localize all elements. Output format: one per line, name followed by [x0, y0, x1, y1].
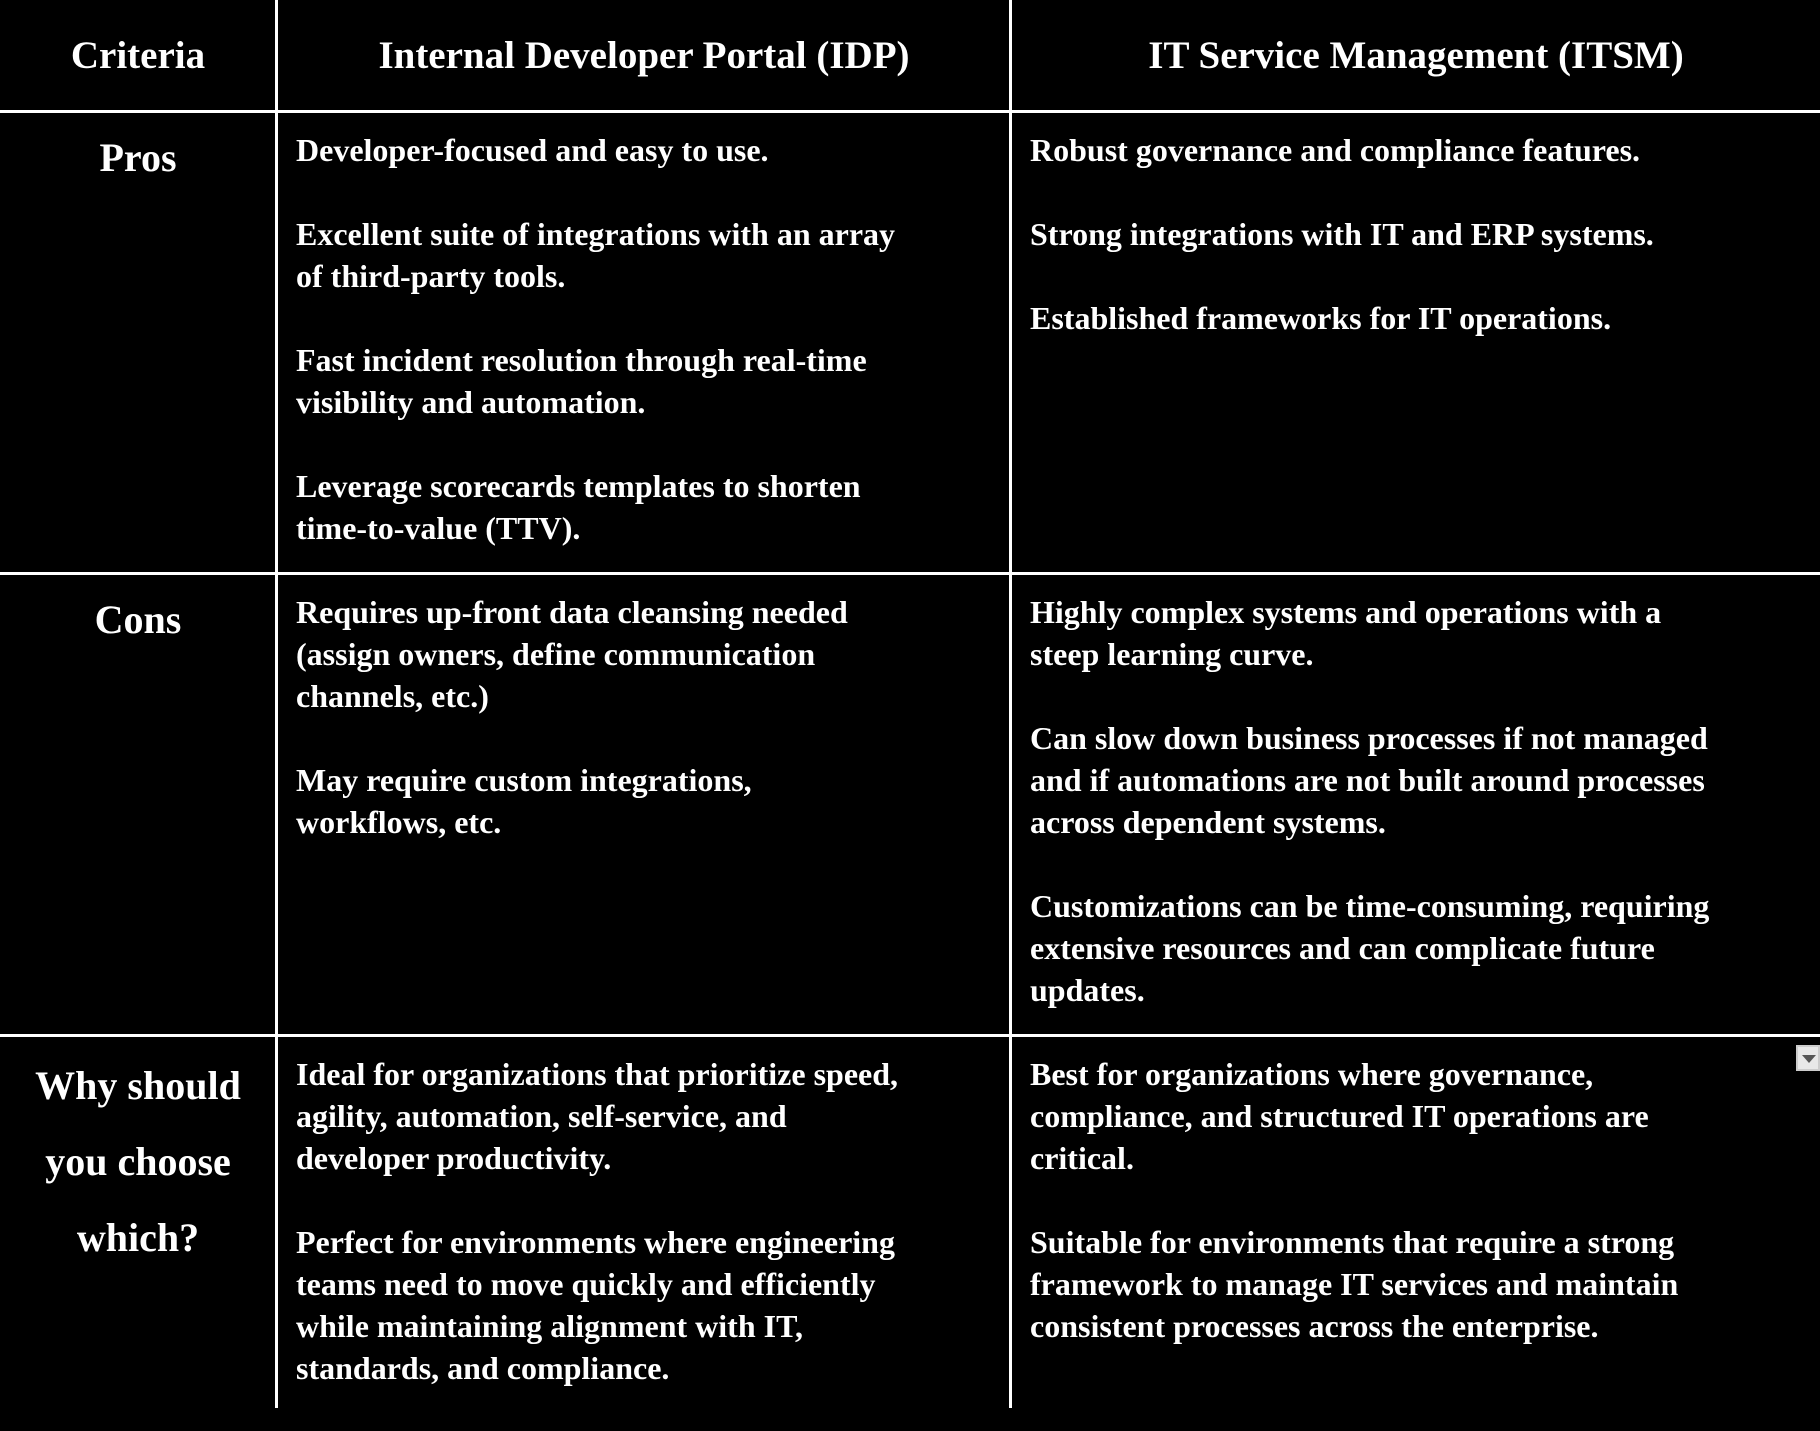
paragraph: Excellent suite of integrations with an …: [296, 213, 895, 297]
paragraph: Customizations can be time-consuming, re…: [1030, 885, 1709, 1011]
text-line: Highly complex systems and operations wi…: [1030, 594, 1662, 630]
row-divider: [0, 572, 1820, 575]
criteria-line: which?: [76, 1215, 200, 1260]
criteria-line: Why should: [35, 1063, 241, 1108]
text-line: workflows, etc.: [296, 804, 502, 840]
idp-cell: Requires up-front data cleansing needed (…: [296, 591, 848, 885]
text-line: framework to manage IT services and main…: [1030, 1266, 1679, 1302]
text-line: (assign owners, define communication: [296, 636, 816, 672]
criteria-label: Pros: [0, 120, 276, 196]
text-line: across dependent systems.: [1030, 804, 1386, 840]
paragraph: Perfect for environments where engineeri…: [296, 1221, 898, 1389]
paragraph: Best for organizations where governance,…: [1030, 1053, 1678, 1179]
text-line: updates.: [1030, 972, 1145, 1008]
itsm-cell: Highly complex systems and operations wi…: [1030, 591, 1709, 1053]
header-criteria: Criteria: [70, 34, 206, 77]
text-line: May require custom integrations,: [296, 762, 752, 798]
paragraph: Can slow down business processes if not …: [1030, 717, 1709, 843]
text-line: and if automations are not built around …: [1030, 762, 1705, 798]
text-line: steep learning curve.: [1030, 636, 1314, 672]
text-line: Requires up-front data cleansing needed: [296, 594, 848, 630]
text-line: Leverage scorecards templates to shorten: [296, 468, 861, 504]
text-line: Established frameworks for IT operations…: [1030, 300, 1612, 336]
column-divider: [275, 0, 278, 1408]
criteria-line: Pros: [99, 135, 177, 180]
header-itsm: IT Service Management (ITSM): [1148, 34, 1684, 77]
text-line: visibility and automation.: [296, 384, 646, 420]
paragraph: Strong integrations with IT and ERP syst…: [1030, 213, 1654, 255]
text-line: Suitable for environments that require a…: [1030, 1224, 1675, 1260]
text-line: while maintaining alignment with IT,: [296, 1308, 804, 1344]
text-line: time-to-value (TTV).: [296, 510, 581, 546]
paragraph: Developer-focused and easy to use.: [296, 129, 895, 171]
itsm-cell: Robust governance and compliance feature…: [1030, 129, 1654, 381]
paragraph: Leverage scorecards templates to shorten…: [296, 465, 895, 549]
chevron-down-icon[interactable]: [1796, 1045, 1820, 1071]
text-line: Robust governance and compliance feature…: [1030, 132, 1641, 168]
row-divider: [0, 1034, 1820, 1037]
text-line: agility, automation, self-service, and: [296, 1098, 787, 1134]
text-line: consistent processes across the enterpri…: [1030, 1308, 1599, 1344]
itsm-cell: Best for organizations where governance,…: [1030, 1053, 1678, 1389]
paragraph: Requires up-front data cleansing needed (…: [296, 591, 848, 717]
text-line: Fast incident resolution through real-ti…: [296, 342, 867, 378]
idp-cell: Developer-focused and easy to use. Excell…: [296, 129, 895, 591]
paragraph: May require custom integrations, workflow…: [296, 759, 848, 843]
paragraph: Ideal for organizations that prioritize …: [296, 1053, 898, 1179]
text-line: Perfect for environments where engineeri…: [296, 1224, 895, 1260]
row-divider: [0, 110, 1820, 113]
text-line: Ideal for organizations that prioritize …: [296, 1056, 899, 1092]
text-line: channels, etc.): [296, 678, 489, 714]
text-line: Excellent suite of integrations with an …: [296, 216, 896, 252]
paragraph: Highly complex systems and operations wi…: [1030, 591, 1709, 675]
criteria-line: you choose: [45, 1139, 231, 1184]
text-line: of third-party tools.: [296, 258, 566, 294]
text-line: developer productivity.: [296, 1140, 612, 1176]
text-line: Customizations can be time-consuming, re…: [1030, 888, 1710, 924]
criteria-label: Cons: [0, 582, 276, 658]
criteria-label: Why should you choose which?: [0, 1048, 276, 1276]
text-line: Developer-focused and easy to use.: [296, 132, 769, 168]
paragraph: Suitable for environments that require a…: [1030, 1221, 1678, 1347]
text-line: extensive resources and can complicate f…: [1030, 930, 1655, 966]
text-line: teams need to move quickly and efficient…: [296, 1266, 876, 1302]
text-line: Can slow down business processes if not …: [1030, 720, 1708, 756]
column-divider: [1009, 0, 1012, 1408]
text-line: Best for organizations where governance,: [1030, 1056, 1594, 1092]
paragraph: Robust governance and compliance feature…: [1030, 129, 1654, 171]
paragraph: Established frameworks for IT operations…: [1030, 297, 1654, 339]
header-idp: Internal Developer Portal (IDP): [378, 34, 910, 77]
text-line: compliance, and structured IT operations…: [1030, 1098, 1649, 1134]
paragraph: Fast incident resolution through real-ti…: [296, 339, 895, 423]
idp-cell: Ideal for organizations that prioritize …: [296, 1053, 898, 1431]
text-line: critical.: [1030, 1140, 1134, 1176]
criteria-line: Cons: [94, 597, 182, 642]
text-line: Strong integrations with IT and ERP syst…: [1030, 216, 1654, 252]
text-line: standards, and compliance.: [296, 1350, 670, 1386]
